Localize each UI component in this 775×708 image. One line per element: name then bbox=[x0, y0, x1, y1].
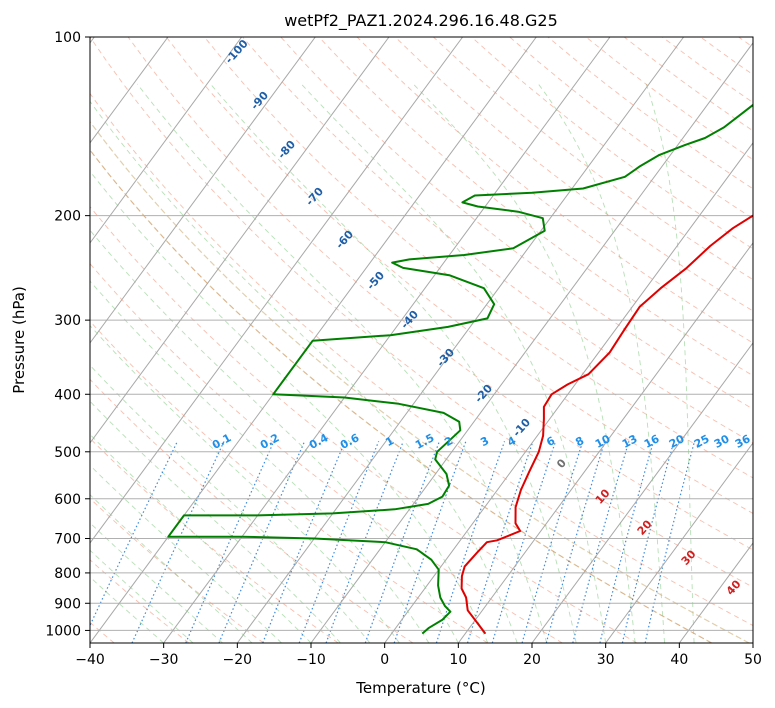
dry-adiabat bbox=[90, 559, 190, 643]
y-tick-label: 200 bbox=[54, 209, 81, 225]
y-tick-label: 800 bbox=[54, 566, 81, 582]
dry-adiabat bbox=[90, 263, 563, 643]
x-tick-label: −10 bbox=[296, 652, 326, 668]
isotherm bbox=[163, 37, 611, 643]
plot-frame bbox=[89, 36, 754, 644]
x-tick-label: 20 bbox=[523, 652, 541, 668]
x-tick-label: 50 bbox=[744, 652, 762, 668]
mixing-ratio-label: 13 bbox=[620, 432, 640, 451]
y-tick-label: 500 bbox=[54, 445, 81, 461]
moist-adiabat bbox=[90, 280, 430, 643]
isotherm bbox=[457, 242, 753, 643]
x-axis-label: Temperature (°C) bbox=[355, 679, 485, 697]
moist-adiabat bbox=[90, 576, 164, 643]
moist-adiabat bbox=[90, 170, 489, 643]
mixing-ratio-line bbox=[521, 441, 584, 643]
y-tick-label: 300 bbox=[54, 313, 81, 329]
x-tick-label: 30 bbox=[597, 652, 615, 668]
moist-adiabat bbox=[90, 100, 518, 643]
dry-adiabat bbox=[90, 205, 638, 643]
y-tick-label: 100 bbox=[54, 30, 81, 46]
dry-adiabat bbox=[318, 37, 753, 377]
dry-adiabat bbox=[165, 37, 753, 514]
mixing-ratio-line bbox=[599, 441, 655, 643]
y-tick-label: 600 bbox=[54, 492, 81, 508]
dry-adiabat bbox=[242, 37, 753, 444]
x-axis: −40 −30 −20 −10 0 10 20 30 40 50 bbox=[75, 643, 762, 668]
mixing-ratio-label: 10 bbox=[593, 432, 613, 451]
moist-adiabat bbox=[300, 83, 607, 643]
isotherm bbox=[90, 37, 464, 544]
x-tick-label: −40 bbox=[75, 652, 105, 668]
dry-adiabat bbox=[90, 37, 753, 588]
x-tick-label: 40 bbox=[670, 652, 688, 668]
mixing-ratio-label: 16 bbox=[642, 432, 662, 451]
x-tick-label: −30 bbox=[149, 652, 179, 668]
dry-adiabat-marked bbox=[90, 149, 712, 643]
moist-adiabat bbox=[90, 522, 223, 643]
y-tick-label: 400 bbox=[54, 387, 81, 403]
isotherm bbox=[605, 442, 753, 643]
moist-adiabat bbox=[645, 83, 695, 643]
mixing-ratio-line bbox=[185, 441, 275, 643]
mixing-ratio-line bbox=[572, 441, 630, 643]
mixing-ratio-label: 25 bbox=[692, 432, 712, 451]
mixing-ratio-label: 36 bbox=[733, 432, 753, 451]
x-tick-label: 0 bbox=[380, 652, 389, 668]
moist-adiabat bbox=[412, 83, 636, 643]
mixing-ratio-line bbox=[218, 441, 306, 643]
isotherm bbox=[90, 37, 243, 244]
isotherm bbox=[384, 142, 753, 643]
mixing-ratio-line bbox=[644, 441, 696, 643]
moist-adiabat bbox=[210, 83, 577, 643]
mixing-ratio-line bbox=[364, 441, 440, 643]
dry-adiabat-marked bbox=[90, 120, 750, 643]
mixing-ratio-label: 30 bbox=[712, 432, 732, 451]
moist-adiabat bbox=[90, 464, 282, 643]
dry-adiabat bbox=[90, 378, 414, 643]
y-axis-label: Pressure (hPa) bbox=[10, 286, 28, 394]
dry-adiabat bbox=[90, 92, 753, 627]
isotherm bbox=[90, 37, 316, 344]
y-axis: 1000 900 800 700 600 500 400 300 200 100 bbox=[45, 30, 90, 639]
x-tick-label: −20 bbox=[223, 652, 253, 668]
profile-lines bbox=[167, 103, 753, 634]
dry-adiabat bbox=[356, 37, 753, 344]
moist-adiabat bbox=[90, 549, 194, 643]
y-tick-label: 700 bbox=[54, 532, 81, 548]
mixing-ratio-label: 20 bbox=[667, 432, 687, 451]
isotherm bbox=[90, 37, 390, 444]
pressure-gridlines bbox=[90, 37, 753, 631]
mixing-ratio-line bbox=[621, 441, 675, 643]
mixing-ratio-line bbox=[491, 441, 557, 643]
y-tick-label: 1000 bbox=[45, 623, 81, 639]
mixing-ratio-line bbox=[545, 441, 606, 643]
moist-adiabat bbox=[90, 433, 312, 643]
dewpoint-line bbox=[167, 103, 753, 634]
isotherm bbox=[531, 342, 753, 643]
y-tick-label: 900 bbox=[54, 596, 81, 612]
chart-title: wetPf2_PAZ1.2024.296.16.48.G25 bbox=[284, 11, 558, 31]
x-tick-label: 10 bbox=[449, 652, 467, 668]
moist-adiabat bbox=[90, 324, 400, 643]
temperature-line bbox=[460, 214, 753, 634]
isotherm bbox=[236, 37, 685, 643]
mixing-ratio-lines bbox=[90, 441, 696, 643]
isotherm bbox=[90, 37, 169, 144]
